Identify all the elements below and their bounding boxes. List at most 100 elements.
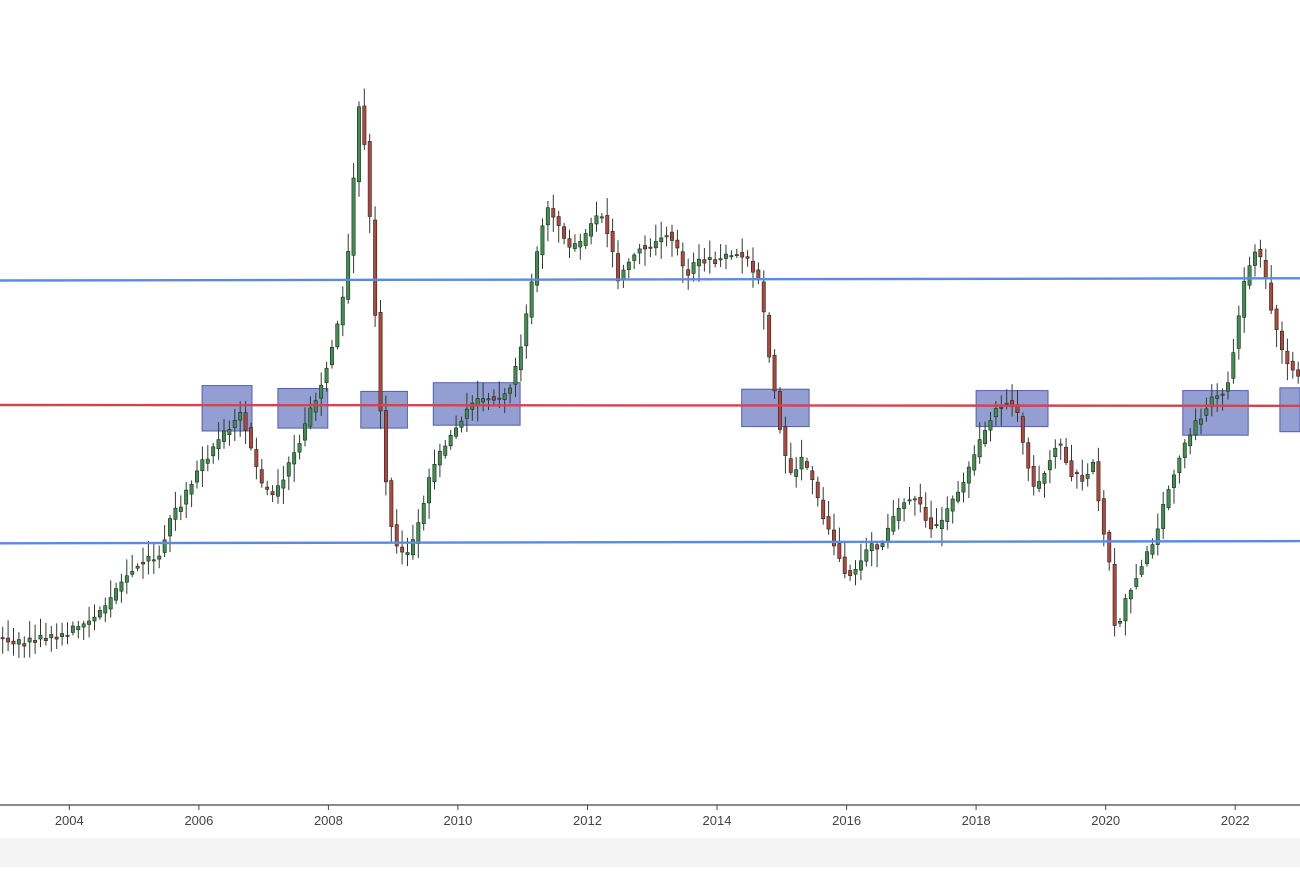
candle-body-down [1220, 393, 1225, 396]
candle-body-down [383, 410, 388, 483]
candle-body-up [351, 177, 356, 256]
candle [907, 487, 912, 505]
candle-body-up [486, 398, 491, 401]
candle-body-up [993, 408, 998, 418]
candle-body-down [616, 253, 621, 282]
candle-body-down [1080, 475, 1085, 482]
candle-body-up [319, 384, 324, 399]
candle [572, 234, 577, 252]
candle [605, 198, 610, 248]
candle [750, 247, 755, 288]
candle-body-down [837, 543, 842, 559]
candle [1166, 485, 1171, 511]
candle-body-up [578, 241, 583, 248]
candle-body-up [545, 207, 550, 226]
candle [200, 446, 205, 487]
candle [184, 482, 189, 518]
candle [524, 304, 529, 359]
candle [1188, 428, 1193, 455]
candle [756, 262, 761, 285]
candle-body-down [923, 506, 928, 521]
candle [723, 244, 728, 270]
candle [162, 525, 167, 557]
candle-body-up [896, 507, 901, 521]
candle-body-up [313, 400, 318, 413]
candle-body-up [599, 216, 604, 219]
candle-body-up [535, 251, 540, 286]
consolidation-zone-8 [1279, 387, 1300, 433]
candle-body-up [227, 429, 232, 435]
candle [621, 264, 626, 288]
candle [81, 620, 86, 640]
candle-body-up [308, 407, 313, 427]
candle [929, 500, 934, 538]
candle [222, 419, 226, 449]
candle [1047, 450, 1052, 484]
candle [491, 389, 496, 407]
candle [43, 622, 48, 646]
candle [356, 101, 361, 197]
candle-body-down [810, 470, 815, 480]
candle-body-down [740, 252, 745, 258]
candle [76, 620, 81, 639]
candle [400, 530, 405, 565]
candle [934, 508, 939, 529]
candle [891, 500, 896, 535]
candle-body-up [222, 430, 226, 442]
candle-body-down [1031, 465, 1036, 487]
candle [1037, 465, 1042, 493]
candle [1172, 469, 1176, 504]
candle [923, 492, 928, 528]
candle [578, 233, 583, 260]
candle [702, 248, 707, 272]
candle [427, 468, 431, 519]
candle-body-down [54, 636, 59, 640]
candle-body-up [1091, 461, 1096, 472]
candle-body-up [146, 556, 151, 562]
candle-body-up [103, 605, 108, 614]
candle [459, 416, 464, 433]
candle-body-up [1042, 472, 1047, 484]
candles-layer [0, 88, 1300, 658]
candle-body-down [648, 246, 653, 249]
candle-body-up [405, 552, 410, 556]
candle-body-up [718, 258, 723, 261]
candle [950, 495, 955, 524]
candle-body-down [556, 216, 561, 226]
candle-body-up [416, 522, 421, 544]
candle-body-up [459, 420, 464, 428]
candle [632, 252, 637, 269]
candle-body-up [707, 257, 712, 260]
candle [367, 133, 372, 234]
candle [454, 415, 458, 440]
candle-body-down [842, 556, 847, 574]
candle-body-up [1085, 474, 1090, 479]
candle-body-down [734, 254, 739, 257]
candle-body-up [497, 397, 502, 400]
candle [518, 334, 523, 382]
candle-body-down [1285, 350, 1290, 365]
candle-body-down [1020, 416, 1025, 443]
candle [135, 563, 140, 572]
candle [238, 401, 243, 437]
candle-body-up [135, 565, 140, 569]
candle-body-down [254, 449, 259, 467]
candle [1026, 437, 1031, 482]
candle-body-down [1290, 360, 1295, 371]
candle-body-up [1199, 418, 1203, 425]
candle [734, 248, 739, 258]
lines-layer [0, 277, 1300, 545]
candle-body-up [97, 610, 102, 618]
candle [1204, 397, 1209, 422]
x-tick-label: 2016 [832, 813, 861, 828]
x-tick-label: 2010 [443, 813, 472, 828]
candle-body-up [49, 634, 54, 639]
candle-body-up [626, 261, 631, 270]
candle [680, 242, 685, 283]
candle-body-up [1139, 566, 1144, 575]
candle-body-up [1204, 408, 1209, 416]
candle [297, 434, 302, 460]
candle-body-down [1107, 531, 1112, 563]
candle-body-up [664, 235, 669, 238]
candle [259, 458, 264, 488]
